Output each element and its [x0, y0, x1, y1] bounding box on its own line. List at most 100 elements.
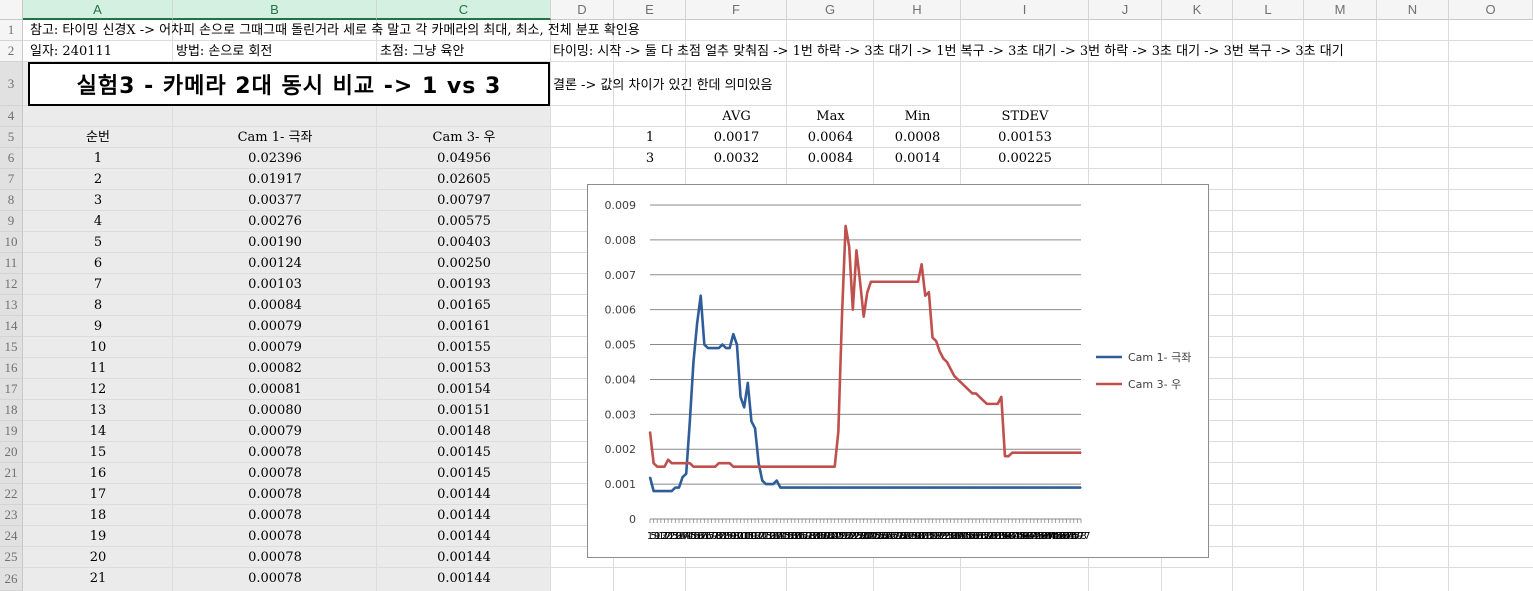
data-point: [1055, 452, 1057, 454]
data-point: [758, 466, 760, 468]
stats-value: 0.0032: [713, 151, 760, 166]
row-header-12[interactable]: 12: [0, 274, 23, 295]
row-header-1[interactable]: 1: [0, 20, 23, 41]
data-point: [667, 490, 669, 492]
table-cell: 0.00144: [437, 550, 491, 565]
table-cell: 0.00078: [248, 466, 302, 481]
data-point: [953, 375, 955, 377]
column-header-m[interactable]: M: [1304, 0, 1377, 20]
row-header-5[interactable]: 5: [0, 127, 23, 148]
row-header-25[interactable]: 25: [0, 547, 23, 568]
data-point: [768, 483, 771, 485]
column-header-k[interactable]: K: [1162, 0, 1233, 20]
table-cell: 0.00145: [437, 466, 491, 481]
row-header-2[interactable]: 2: [0, 41, 23, 62]
table-header: 순번: [86, 130, 110, 145]
table-row: 21 0.00078 0.00144: [23, 568, 551, 589]
experiment-title[interactable]: 실험3 - 카메라 2대 동시 비교 -> 1 vs 3: [28, 62, 550, 106]
column-header-d[interactable]: D: [551, 0, 614, 20]
column-header-c[interactable]: C: [377, 0, 551, 20]
column-header-h[interactable]: H: [874, 0, 961, 20]
data-point: [993, 487, 995, 489]
table-cell: 3: [93, 193, 103, 208]
column-header-l[interactable]: L: [1233, 0, 1304, 20]
column-header-e[interactable]: E: [614, 0, 686, 20]
row-header-8[interactable]: 8: [0, 190, 23, 211]
column-header-a[interactable]: A: [23, 0, 173, 20]
table-cell: 0.00165: [437, 298, 491, 313]
data-point: [703, 466, 705, 468]
x-tick-label: 477: [1071, 531, 1090, 542]
select-all-corner[interactable]: [0, 0, 23, 20]
data-point: [667, 459, 669, 461]
column-header-g[interactable]: G: [787, 0, 874, 20]
row-header-21[interactable]: 21: [0, 463, 23, 484]
row-header-4[interactable]: 4: [0, 106, 23, 127]
data-point: [714, 466, 716, 468]
data-point: [812, 466, 814, 468]
data-point: [946, 361, 948, 363]
row-header-22[interactable]: 22: [0, 484, 23, 505]
data-point: [993, 403, 995, 405]
stats-header: AVG: [722, 109, 751, 124]
row-header-17[interactable]: 17: [0, 379, 23, 400]
row-header-18[interactable]: 18: [0, 400, 23, 421]
data-point: [837, 487, 839, 489]
timing-note: 타이밍: 시작 -> 둘 다 초점 얼추 맞춰짐 -> 1번 하락 -> 3초 …: [553, 44, 1344, 59]
data-point: [801, 487, 803, 489]
data-point: [696, 323, 698, 325]
data-point: [765, 483, 767, 485]
row-header-23[interactable]: 23: [0, 505, 23, 526]
x-tick-label: 409: [1010, 531, 1029, 542]
row-header-19[interactable]: 19: [0, 421, 23, 442]
data-point: [837, 431, 839, 433]
data-point: [747, 382, 749, 384]
selected-range: [23, 62, 551, 591]
row-header-20[interactable]: 20: [0, 442, 23, 463]
column-header-n[interactable]: N: [1377, 0, 1449, 20]
row-header-7[interactable]: 7: [0, 169, 23, 190]
row-header-9[interactable]: 9: [0, 211, 23, 232]
data-point: [848, 487, 850, 489]
data-point: [790, 487, 792, 489]
data-point: [743, 406, 745, 408]
data-point: [797, 466, 800, 468]
data-point: [1033, 452, 1035, 454]
column-header-f[interactable]: F: [686, 0, 787, 20]
column-header-b[interactable]: B: [173, 0, 377, 20]
row-header-10[interactable]: 10: [0, 232, 23, 253]
gridline-horizontal: [23, 105, 1533, 106]
row-header-16[interactable]: 16: [0, 358, 23, 379]
x-tick-label: 453: [1050, 531, 1069, 542]
row-header-11[interactable]: 11: [0, 253, 23, 274]
row-header-26[interactable]: 26: [0, 568, 23, 591]
x-tick-label: 153: [778, 531, 797, 542]
x-tick-label: 429: [1028, 531, 1047, 542]
row-header-24[interactable]: 24: [0, 526, 23, 547]
table-cell: 20: [89, 550, 107, 565]
data-point: [884, 281, 887, 283]
row-header-15[interactable]: 15: [0, 337, 23, 358]
row-header-14[interactable]: 14: [0, 316, 23, 337]
x-tick-label: 105: [735, 531, 754, 542]
y-tick-label: 0.005: [605, 339, 637, 352]
x-tick-label: 181: [803, 531, 822, 542]
row-header-3[interactable]: 3: [0, 62, 23, 106]
stats-value: 0.00153: [998, 130, 1052, 145]
data-point: [866, 487, 868, 489]
line-chart[interactable]: 0 0.001 0.002 0.003 0.004 0.005 0.006 0.007 0.00…: [587, 184, 1209, 558]
row-header-6[interactable]: 6: [0, 148, 23, 169]
y-tick-label: 0.001: [605, 478, 637, 491]
table-cell: 0.00078: [248, 571, 302, 586]
data-point: [902, 281, 905, 283]
column-header-o[interactable]: O: [1449, 0, 1533, 20]
column-header-i[interactable]: I: [961, 0, 1089, 20]
x-tick-label: 241: [858, 531, 877, 542]
column-header-j[interactable]: J: [1089, 0, 1162, 20]
data-point: [772, 483, 774, 485]
data-point: [805, 487, 807, 489]
x-tick-label: 37: [676, 531, 689, 542]
row-header-13[interactable]: 13: [0, 295, 23, 316]
gridline-vertical: [376, 20, 377, 591]
